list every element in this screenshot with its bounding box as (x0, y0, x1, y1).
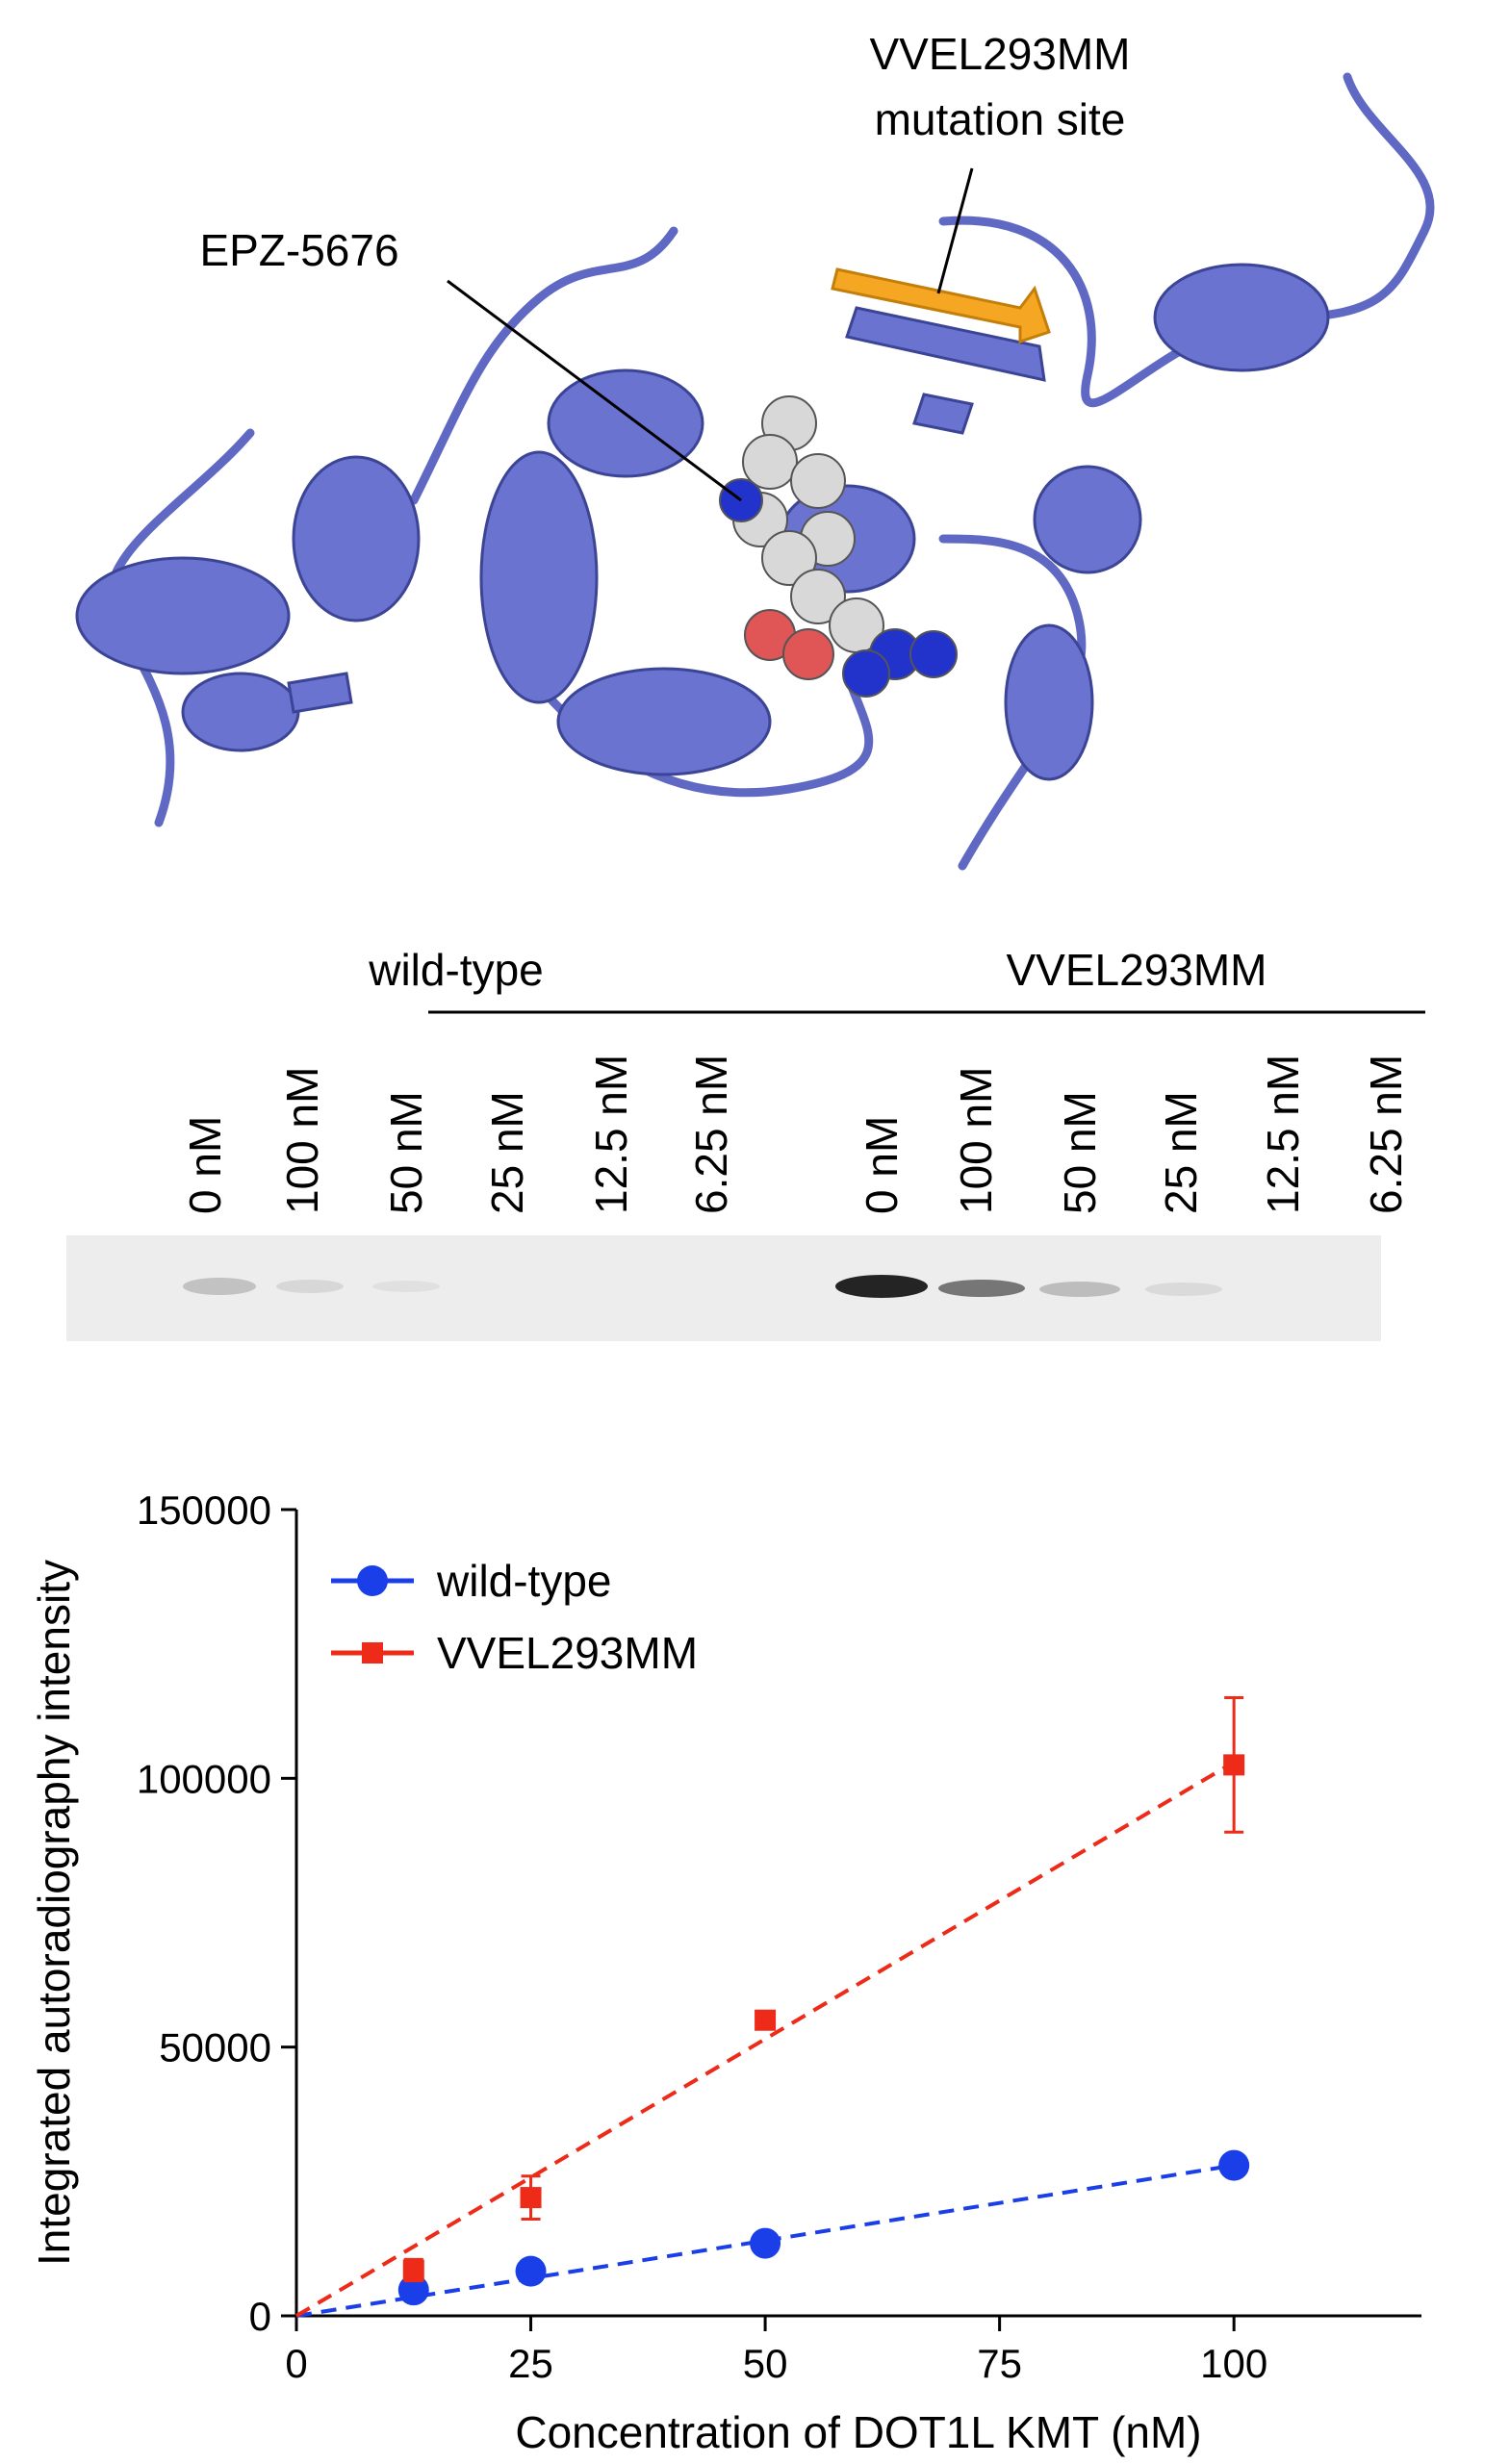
annotation: EPZ-5676 (199, 225, 398, 275)
x-tick-label: 75 (977, 2341, 1022, 2386)
chart: Integrated autoradiography intensity Con… (29, 1487, 1421, 2457)
lane-label: 50 nM (1055, 1091, 1105, 1214)
lane-label: 25 nM (1156, 1091, 1206, 1214)
lane-label: 12.5 nM (586, 1054, 636, 1214)
trendline (294, 1760, 1236, 2318)
lane-label: 6.25 nM (686, 1054, 736, 1214)
leader-line (936, 167, 974, 294)
lane-label: 50 nM (381, 1091, 431, 1214)
leader-line (447, 279, 742, 502)
y-tick-label: 100000 (137, 1756, 271, 1801)
protein-structure (75, 72, 1435, 871)
legend-label: wild-type (436, 1556, 612, 1606)
y-axis-label: Integrated autoradiography intensity (29, 1560, 79, 2266)
point (402, 2259, 424, 2281)
group-label: VVEL293MM (1006, 945, 1267, 995)
legend-marker (357, 1565, 388, 1596)
lane-labels: 0 nM 100 nM 50 nM 25 nM 12.5 nM 6.25 nM 0 nM 10… (180, 1054, 1411, 1214)
gel-bands (183, 1275, 1222, 1298)
x-tick-label: 25 (508, 2341, 553, 2386)
point (520, 2187, 542, 2209)
x-axis-label: Concentration of DOT1L KMT (nM) (515, 2407, 1201, 2457)
point (755, 2009, 777, 2031)
lane-label: 25 nM (482, 1091, 532, 1214)
legend-label: VVEL293MM (437, 1628, 698, 1678)
annotation: mutation site (875, 94, 1126, 144)
x-tick-label: 50 (743, 2341, 788, 2386)
lane-label: 0 nM (857, 1116, 907, 1214)
y-tick-label: 0 (249, 2294, 271, 2339)
point (515, 2255, 547, 2287)
lane-label: 0 nM (180, 1116, 230, 1214)
legend-marker (362, 1642, 383, 1664)
group-label: wild-type (368, 945, 544, 995)
lane-label: 12.5 nM (1258, 1054, 1308, 1214)
gel-image (66, 1235, 1381, 1341)
y-tick-label: 50000 (159, 2025, 271, 2070)
lane-label: 6.25 nM (1361, 1054, 1411, 1214)
trendline (295, 2163, 1235, 2318)
annotation: VVEL293MM (869, 29, 1130, 79)
y-tick-label: 150000 (137, 1487, 271, 1533)
x-tick-label: 0 (285, 2341, 307, 2386)
lane-label: 100 nM (277, 1067, 327, 1214)
x-tick-label: 100 (1200, 2341, 1267, 2386)
lane-label: 100 nM (951, 1067, 1001, 1214)
point (1218, 2149, 1250, 2181)
point (750, 2227, 781, 2259)
point (1223, 1754, 1245, 1776)
